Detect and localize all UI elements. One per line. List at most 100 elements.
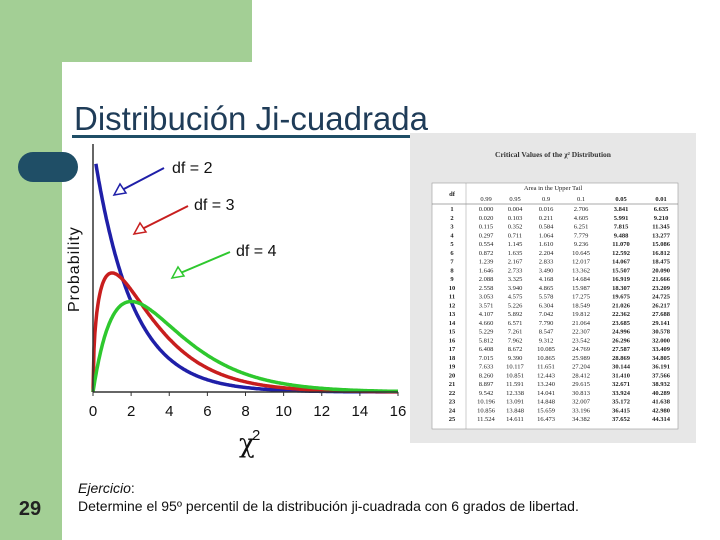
table-cell: 6 [450,250,454,257]
x-tick-label: 10 [275,403,292,420]
table-cell: 24.996 [612,329,631,336]
table-cell: 33.409 [652,346,671,353]
table-cell: 4.865 [539,285,554,292]
table-title: Critical Values of the χ² Distribution [495,150,612,159]
table-cell: 0.000 [479,206,494,213]
table-cell: 18.307 [612,285,631,292]
table-cell: 0.872 [479,250,494,257]
table-cell: 30.578 [652,329,671,336]
table-cell: 18 [449,355,456,362]
table-cell: 19.812 [572,311,590,318]
table-cell: 7.779 [574,232,589,239]
table-cell: 13.848 [506,407,524,414]
title-underline [72,135,500,138]
chart-axes [92,144,399,396]
table-cell: 27.688 [652,311,671,318]
critical-values-table: Critical Values of the χ² Distribution Ar… [410,133,696,443]
table-super-header: Area in the Upper Tail [524,185,582,192]
table-cell: 25 [449,416,456,423]
table-cell: 33.196 [572,407,591,414]
table-cell: 42.980 [652,407,670,414]
table-row: 1 0.000 0.004 0.016 2.706 3.841 6.635 [450,206,669,213]
table-cell: 8.547 [539,329,554,336]
table-cell: 6.635 [654,206,669,213]
table-row: 3 0.115 0.352 0.584 6.251 7.815 11.345 [450,224,670,231]
table-column-header: 0.05 [615,196,627,203]
table-cell: 22.362 [612,311,630,318]
table-cell: 13.091 [506,399,524,406]
table-cell: 18.549 [572,302,590,309]
table-cell: 3.325 [508,276,523,283]
series-label-df-4: df = 4 [236,243,277,260]
table-cell: 7.633 [479,364,494,371]
table-cell: 18.475 [652,259,671,266]
table-cell: 26.217 [652,302,671,309]
table-column-header: 0.9 [542,196,550,203]
table-cell: 24.769 [572,346,590,353]
series-pointer-line [139,205,189,231]
table-cell: 12.592 [612,250,630,257]
table-cell: 11.345 [652,224,670,231]
table-cell: 9.312 [539,337,554,344]
table-column-header: 0.1 [577,196,585,203]
table-cell: 21.064 [572,320,591,327]
table-cell: 24.725 [652,294,671,301]
table-cell: 3.053 [479,294,494,301]
chart-curves [91,163,398,394]
table-cell: 16.812 [652,250,670,257]
x-axis-label: χ [239,429,255,459]
table-cell: 8 [450,267,454,274]
slide-title: Distribución Ji-cuadrada [74,100,428,137]
table-cell: 10.645 [572,250,590,257]
table-cell: 17.275 [572,294,590,301]
table-cell: 2.733 [508,267,523,274]
table-row: 14 4.660 6.571 7.790 21.064 23.685 29.141 [449,320,670,327]
table-cell: 10.085 [537,346,555,353]
series-pointer-arrow [112,182,128,196]
x-tick-label: 6 [203,403,211,420]
table-cell: 13.362 [572,267,590,274]
table-cell: 6.304 [539,302,554,309]
table-cell: 23.209 [652,285,671,292]
table-cell: 12.443 [537,372,555,379]
x-tick-label: 8 [241,403,249,420]
table-row: 8 1.646 2.733 3.490 13.362 15.507 20.090 [450,267,670,274]
table-cell: 38.932 [652,381,670,388]
x-tick-label: 14 [352,403,369,420]
y-axis-label: Probability [66,226,83,312]
table-cell: 21.666 [652,276,671,283]
table-cell: 17 [449,346,456,353]
table-cell: 5.991 [614,215,629,222]
x-tick-label: 4 [165,403,173,420]
table-cell: 9 [450,276,454,283]
table-row: 16 5.812 7.962 9.312 23.542 26.296 32.000 [449,337,670,344]
table-cell: 21 [449,381,456,388]
table-row: 15 5.229 7.261 8.547 22.307 24.996 30.578 [449,329,671,336]
table-cell: 20.090 [652,267,670,274]
table-cell: 7.261 [508,329,523,336]
table-cell: 44.314 [652,416,671,423]
table-cell: 30.813 [572,390,590,397]
table-cell: 28.412 [572,372,590,379]
table-cell: 2.706 [574,206,589,213]
table-cell: 14.041 [537,390,555,397]
table-cell: 1.610 [539,241,554,248]
table-cell: 32.000 [652,337,670,344]
table-cell: 21.026 [612,302,631,309]
table-cell: 0.004 [508,206,523,213]
table-cell: 23.685 [612,320,631,327]
x-tick-label: 2 [127,403,135,420]
table-cell: 31.410 [612,372,630,379]
table-row: 10 2.558 3.940 4.865 15.987 18.307 23.209 [449,285,671,292]
table-cell: 14.611 [506,416,524,423]
table-cell: 5.578 [539,294,554,301]
table-cell: 1.635 [508,250,523,257]
series-label-df-3: df = 3 [194,197,235,214]
table-cell: 16.919 [612,276,631,283]
table-cell: 32.007 [572,399,591,406]
table-cell: 2 [450,215,453,222]
table-row: 2 0.020 0.103 0.211 4.605 5.991 9.210 [450,215,668,222]
table-cell: 4 [450,232,454,239]
table-cell: 0.115 [479,224,493,231]
